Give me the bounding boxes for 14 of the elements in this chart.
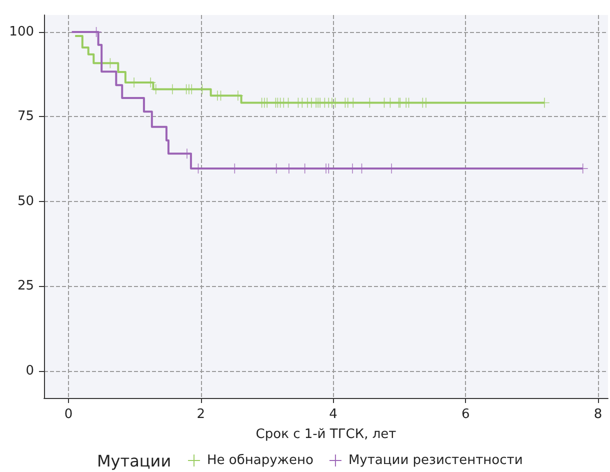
x-tick-label: 4: [329, 407, 338, 422]
x-tick-label: 2: [196, 407, 206, 422]
legend-title: Мутации: [97, 452, 172, 470]
x-tick-label: 8: [594, 407, 602, 422]
y-tick-label: 75: [17, 109, 34, 124]
x-tick-label: 0: [64, 407, 73, 422]
x-axis-title: Срок с 1-й ТГСК, лет: [256, 427, 397, 442]
y-tick-label: 0: [26, 363, 34, 378]
legend-label: Мутации резистентности: [348, 453, 523, 468]
y-tick-label: 50: [17, 194, 34, 209]
x-tick-label: 6: [462, 407, 470, 422]
legend-label: Не обнаружено: [207, 453, 314, 468]
y-tick-label: 100: [9, 24, 34, 40]
y-tick-label: 25: [17, 278, 34, 294]
